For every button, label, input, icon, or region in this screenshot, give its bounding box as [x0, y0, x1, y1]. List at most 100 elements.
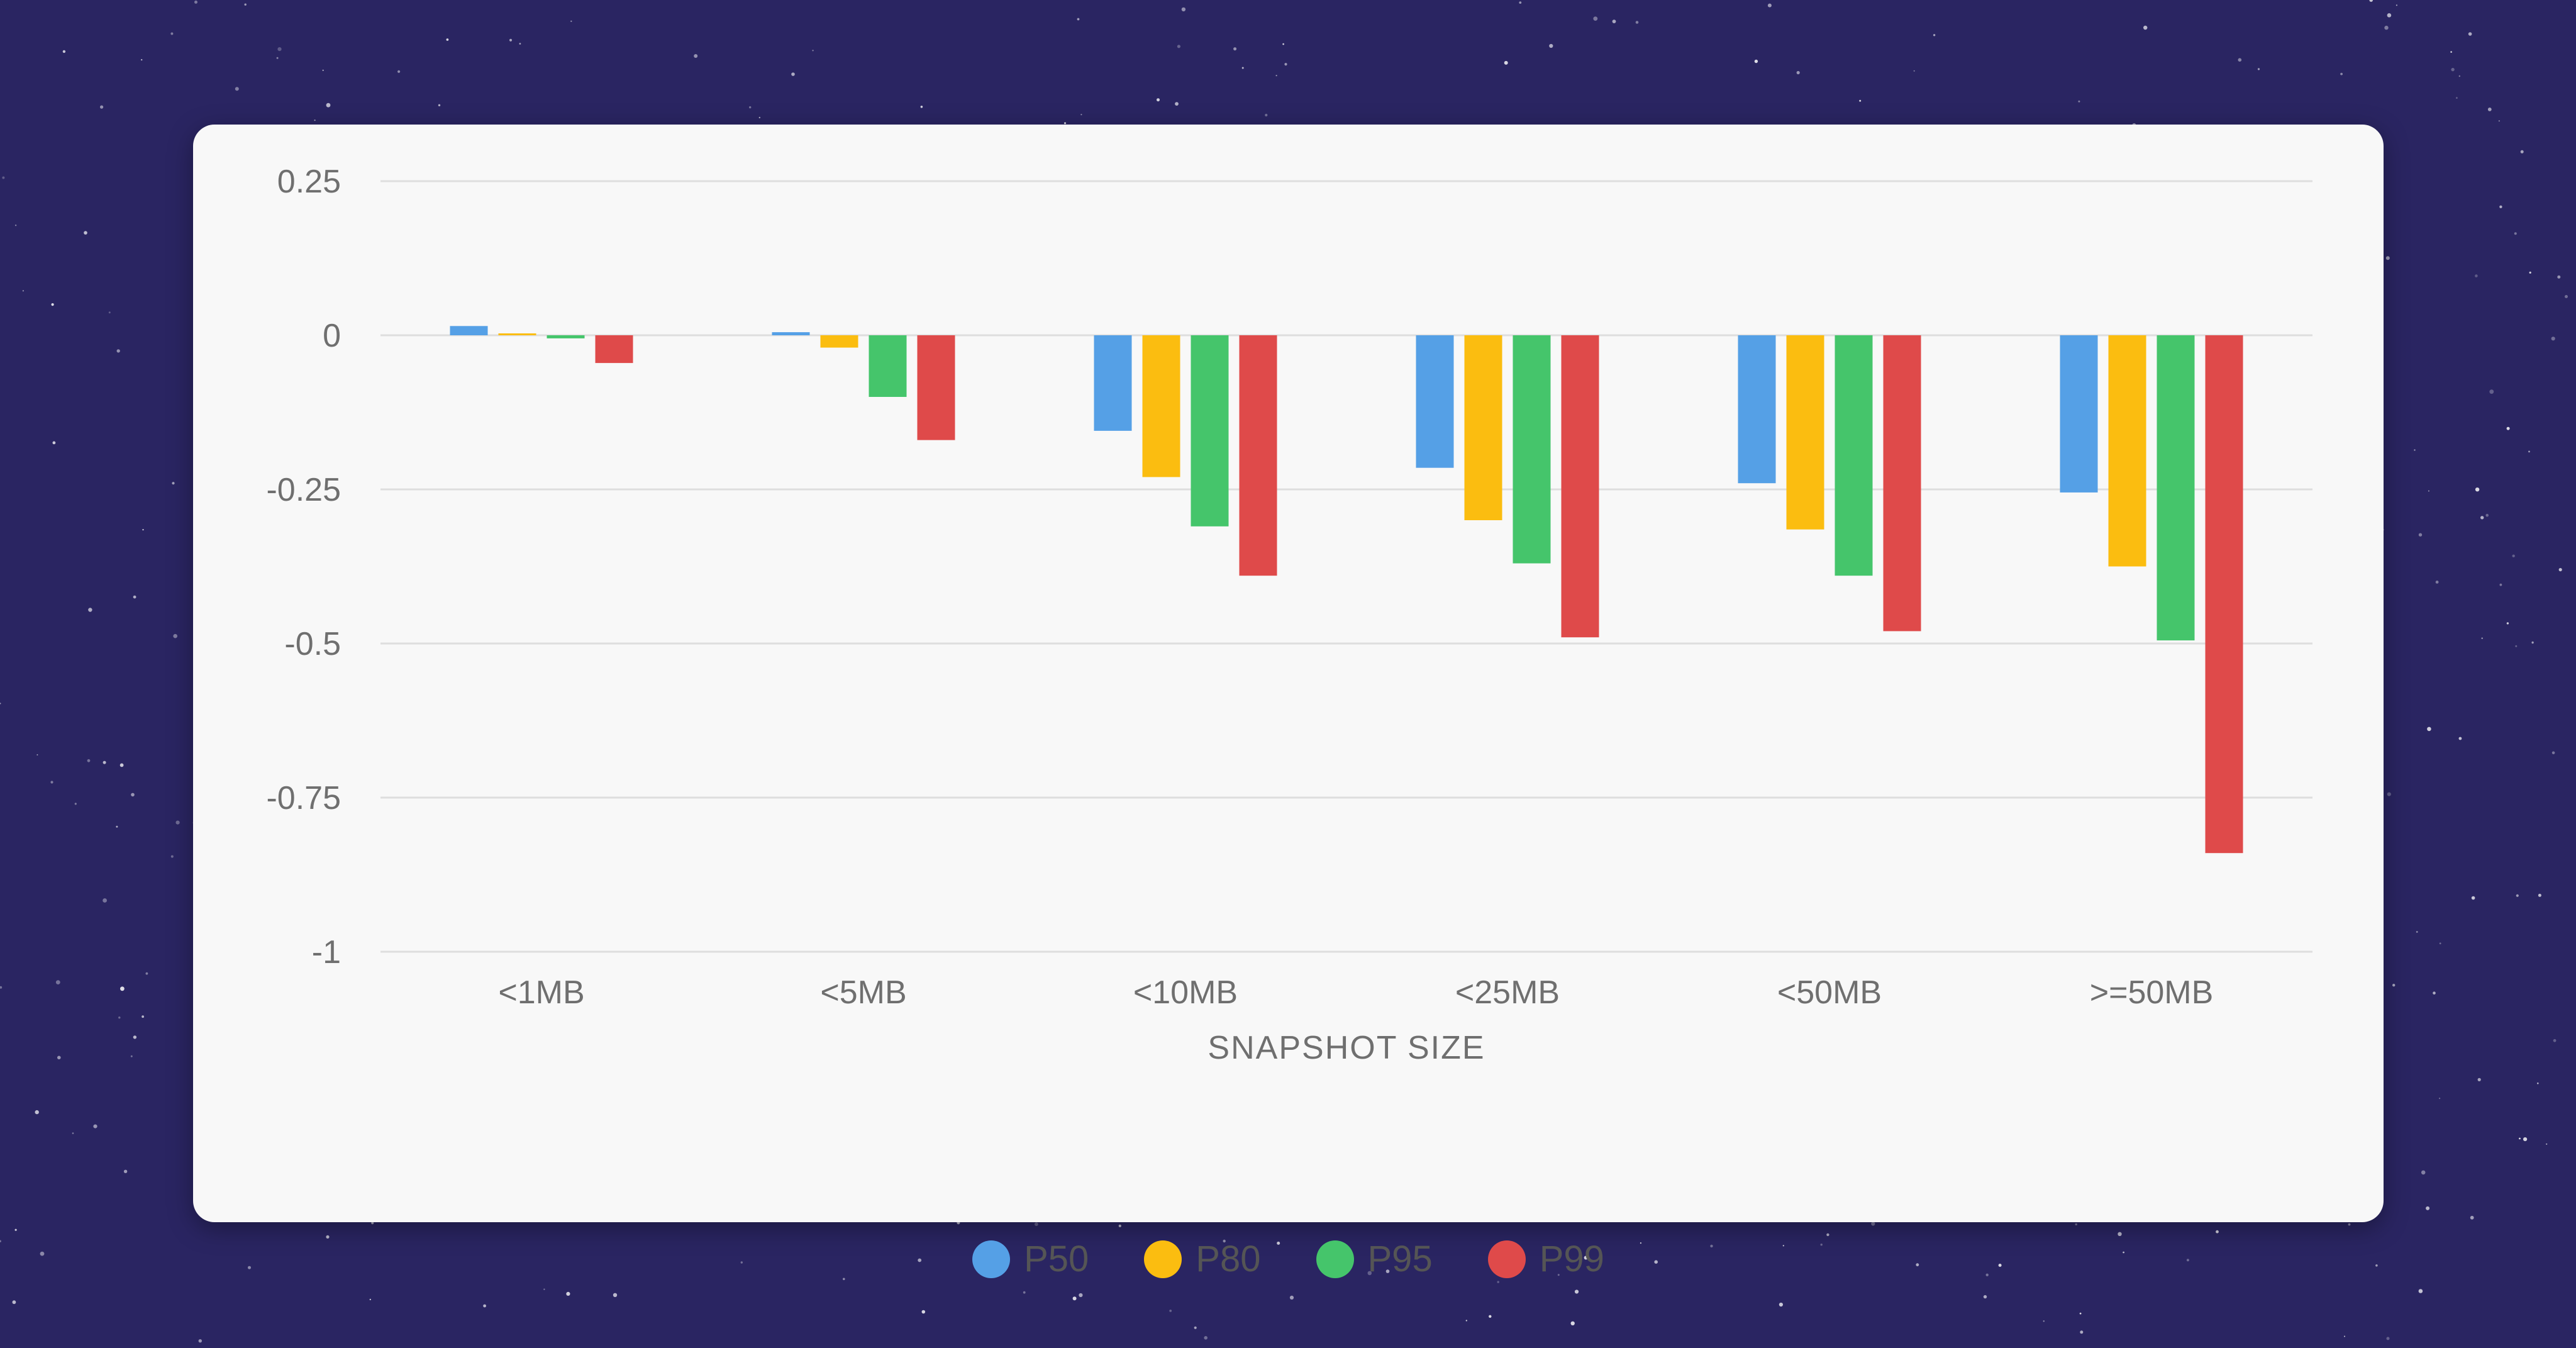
star: [108, 311, 111, 314]
star: [173, 633, 178, 638]
legend-item-p99[interactable]: P99: [1487, 1238, 1604, 1280]
star: [509, 38, 513, 42]
star: [1859, 99, 1862, 102]
star: [2433, 991, 2436, 994]
star: [74, 803, 77, 805]
star: [2456, 97, 2458, 99]
star: [1204, 1336, 1208, 1340]
bar-p80-4[interactable]: [1786, 335, 1824, 530]
star: [0, 1240, 1, 1242]
star: [2386, 1337, 2390, 1340]
star: [62, 50, 66, 53]
bar-p99-5[interactable]: [2205, 335, 2243, 854]
star: [1519, 1, 1522, 4]
star: [2485, 513, 2489, 517]
star: [133, 595, 136, 599]
star: [2458, 737, 2462, 740]
star: [2475, 274, 2478, 277]
star: [1241, 67, 1244, 69]
star: [2348, 1223, 2351, 1226]
legend-item-p95[interactable]: P95: [1316, 1238, 1433, 1280]
star: [1640, 1242, 1641, 1244]
y-tick-label: -0.5: [284, 626, 341, 662]
star: [1157, 98, 1160, 102]
star: [2475, 487, 2480, 492]
star: [170, 855, 174, 858]
star: [1265, 113, 1268, 117]
star: [40, 1251, 45, 1256]
star: [2123, 1251, 2125, 1254]
bar-p50-5[interactable]: [2060, 335, 2098, 493]
star: [1998, 1264, 2002, 1267]
bar-p50-3[interactable]: [1416, 335, 1454, 468]
bar-p95-1[interactable]: [869, 335, 907, 397]
star: [326, 1235, 330, 1239]
star: [84, 231, 87, 235]
bar-p99-0[interactable]: [595, 335, 633, 364]
bar-chart: 0.25 0 -0.25 -0.5 -0.75 -1 <1MB <5MB <10MB <25MB <…: [266, 164, 2312, 1066]
star: [1080, 114, 1082, 116]
star: [371, 1222, 374, 1225]
star: [1826, 1233, 1829, 1237]
star: [0, 703, 1, 705]
bar-p95-2[interactable]: [1191, 335, 1229, 526]
star: [52, 441, 56, 445]
bar-p80-1[interactable]: [820, 335, 858, 348]
star: [1063, 122, 1067, 125]
x-tick-label: <25MB: [1455, 974, 1560, 1011]
bar-p50-2[interactable]: [1094, 335, 1132, 431]
star: [397, 70, 401, 73]
star: [2498, 120, 2500, 122]
star: [2506, 622, 2509, 625]
star: [1233, 47, 1237, 51]
star: [141, 58, 143, 61]
star: [2387, 13, 2392, 18]
bar-p99-2[interactable]: [1239, 335, 1277, 576]
star: [103, 898, 108, 903]
star: [2414, 449, 2416, 451]
bar-p95-3[interactable]: [1513, 335, 1551, 564]
star: [2499, 205, 2502, 208]
bar-p80-2[interactable]: [1142, 335, 1180, 477]
star: [51, 303, 54, 306]
star: [2551, 337, 2555, 341]
bar-p95-0[interactable]: [547, 335, 585, 338]
star: [276, 57, 279, 59]
x-tick-label: <5MB: [820, 974, 906, 1011]
legend-item-p80[interactable]: P80: [1144, 1238, 1261, 1280]
star: [35, 1110, 39, 1115]
star: [694, 54, 698, 58]
star: [50, 781, 53, 784]
star: [2520, 150, 2524, 153]
bar-p99-4[interactable]: [1883, 335, 1921, 632]
bar-p99-1[interactable]: [917, 335, 955, 440]
bar-p99-3[interactable]: [1561, 335, 1599, 638]
star: [2523, 1137, 2528, 1142]
star: [2450, 51, 2452, 53]
star: [1584, 1256, 1588, 1260]
star: [172, 482, 175, 485]
star: [1574, 1290, 1579, 1294]
star: [93, 1124, 97, 1128]
star: [1983, 1295, 1987, 1299]
bar-p95-4[interactable]: [1835, 335, 1873, 576]
bar-p95-5[interactable]: [2157, 335, 2195, 641]
star: [1177, 45, 1180, 48]
bar-p80-5[interactable]: [2108, 335, 2146, 567]
star: [2557, 275, 2561, 279]
bar-p80-3[interactable]: [1464, 335, 1502, 520]
star: [2515, 645, 2518, 647]
star: [1275, 75, 1277, 77]
legend-item-p50[interactable]: P50: [972, 1238, 1089, 1280]
star: [103, 760, 106, 764]
bar-p80-0[interactable]: [498, 333, 536, 335]
bar-p50-1[interactable]: [772, 332, 810, 335]
star: [1194, 1326, 1197, 1329]
bar-p50-4[interactable]: [1738, 335, 1776, 484]
star: [438, 104, 441, 106]
bar-p50-0[interactable]: [450, 326, 488, 335]
star: [2427, 727, 2431, 732]
star: [248, 1266, 251, 1269]
star: [1118, 1224, 1121, 1227]
star: [1035, 1222, 1038, 1227]
